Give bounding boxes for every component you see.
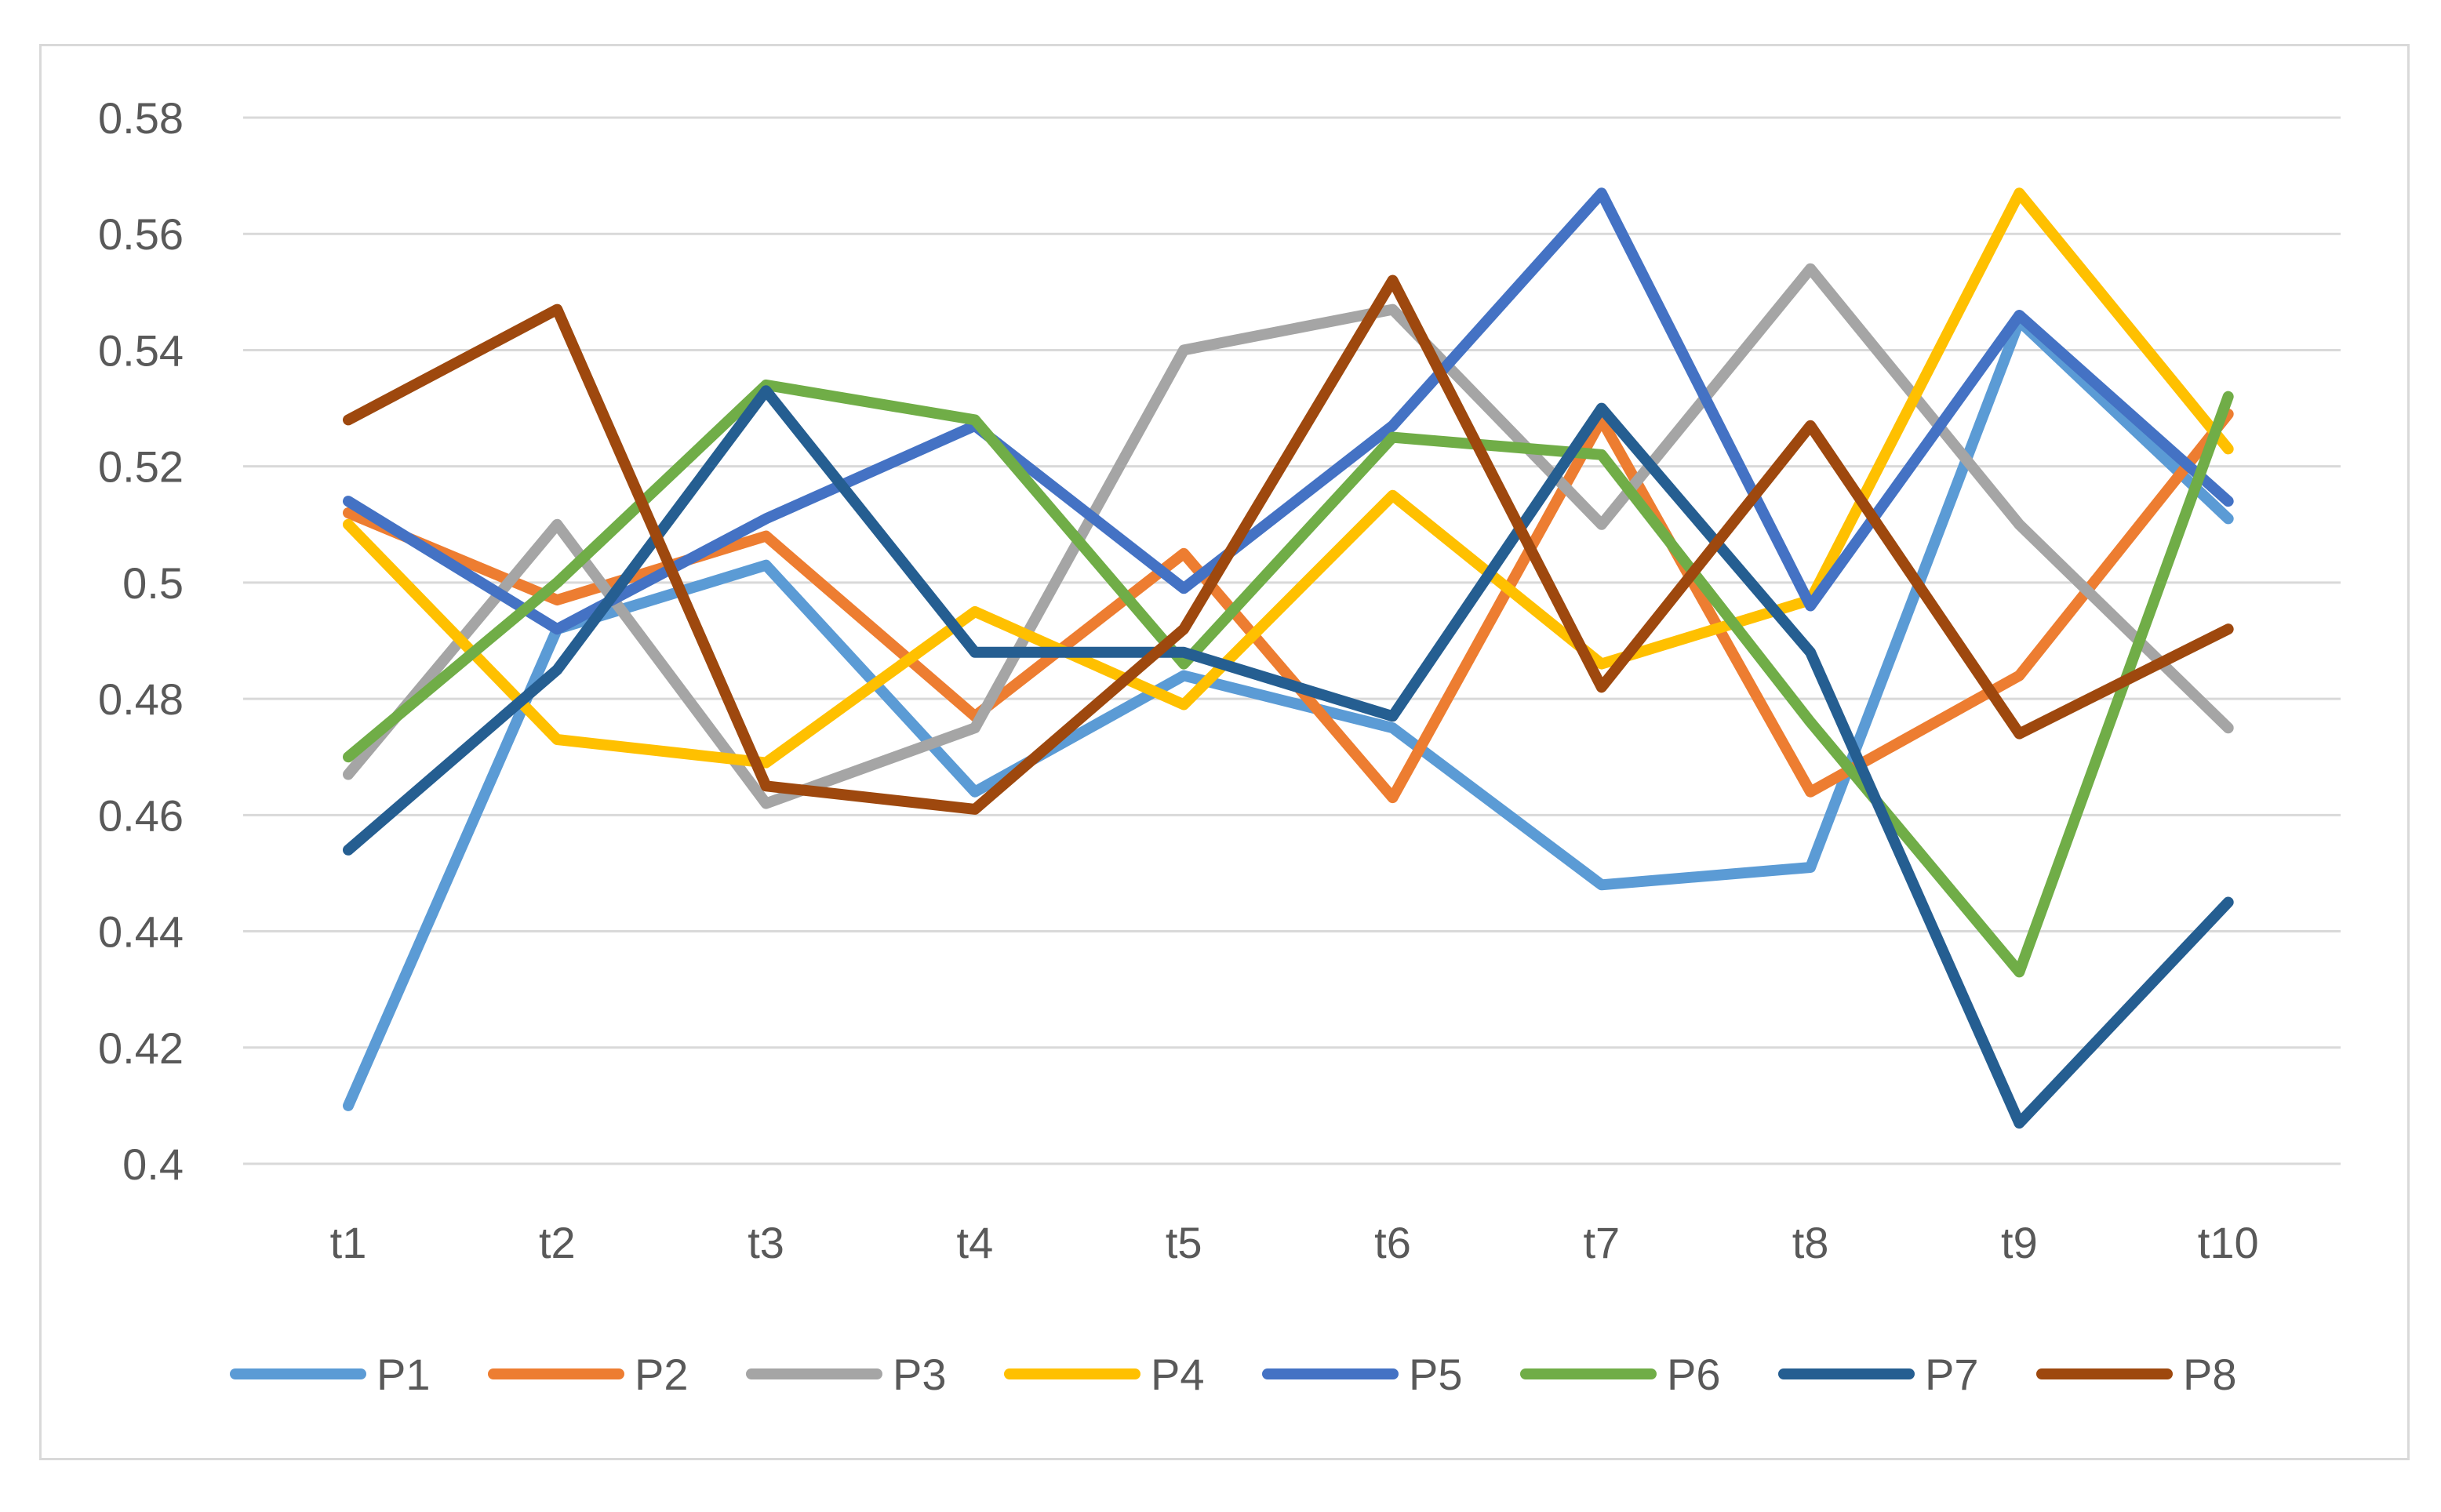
x-tick-label: t2: [539, 1218, 576, 1267]
y-tick-label: 0.44: [98, 907, 184, 957]
legend-label: P4: [1151, 1350, 1205, 1399]
x-tick-label: t7: [1583, 1218, 1620, 1267]
series-line-p5: [343, 187, 2234, 635]
y-tick-label: 0.52: [98, 442, 184, 492]
legend-label: P1: [377, 1350, 431, 1399]
x-tick-label: t3: [748, 1218, 784, 1267]
y-tick-label: 0.4: [122, 1139, 184, 1189]
legend-label: P2: [635, 1350, 689, 1399]
series-line-p7: [343, 385, 2234, 1129]
series-line-p8: [343, 274, 2234, 815]
x-tick-label: t9: [2001, 1218, 2038, 1267]
y-tick-label: 0.54: [98, 325, 184, 375]
legend-label: P7: [1925, 1350, 1979, 1399]
legend-label: P6: [1667, 1350, 1721, 1399]
y-tick-label: 0.5: [122, 558, 184, 608]
legend-item-p8: P8: [2036, 1350, 2237, 1399]
legend-item-p7: P7: [1778, 1350, 1979, 1399]
gridlines: [243, 116, 2341, 1165]
legend-item-p3: P3: [746, 1350, 947, 1399]
legend-item-p2: P2: [488, 1350, 689, 1399]
legend-label: P5: [1409, 1350, 1463, 1399]
legend: P1 P2 P3 P4 P5 P6 P7 P8: [230, 1350, 2237, 1399]
y-tick-label: 0.42: [98, 1023, 184, 1073]
y-tick-label: 0.58: [98, 93, 184, 143]
legend-item-p6: P6: [1520, 1350, 1721, 1399]
x-tick-label: t5: [1166, 1218, 1202, 1267]
x-tick-label: t1: [330, 1218, 367, 1267]
x-axis-ticks: t1 t2 t3 t4 t5 t6 t7 t8 t9 t10: [330, 1218, 2259, 1267]
chart-frame: [39, 44, 2410, 1460]
y-tick-label: 0.48: [98, 674, 184, 724]
y-tick-label: 0.56: [98, 209, 184, 259]
x-tick-label: t6: [1374, 1218, 1411, 1267]
x-tick-label: t10: [2198, 1218, 2259, 1267]
y-axis-ticks: 0.4 0.42 0.44 0.46 0.48 0.5 0.52 0.54 0.56 0.58: [98, 93, 184, 1189]
series-lines: [343, 187, 2234, 1129]
y-tick-label: 0.46: [98, 791, 184, 840]
legend-item-p4: P4: [1004, 1350, 1205, 1399]
series-line-p6: [343, 379, 2234, 978]
legend-label: P8: [2183, 1350, 2237, 1399]
series-line-p4: [343, 187, 2234, 769]
x-tick-label: t8: [1792, 1218, 1829, 1267]
legend-label: P3: [893, 1350, 947, 1399]
legend-item-p1: P1: [230, 1350, 431, 1399]
series-line-p1: [343, 315, 2234, 1111]
x-tick-label: t4: [957, 1218, 994, 1267]
legend-item-p5: P5: [1262, 1350, 1463, 1399]
